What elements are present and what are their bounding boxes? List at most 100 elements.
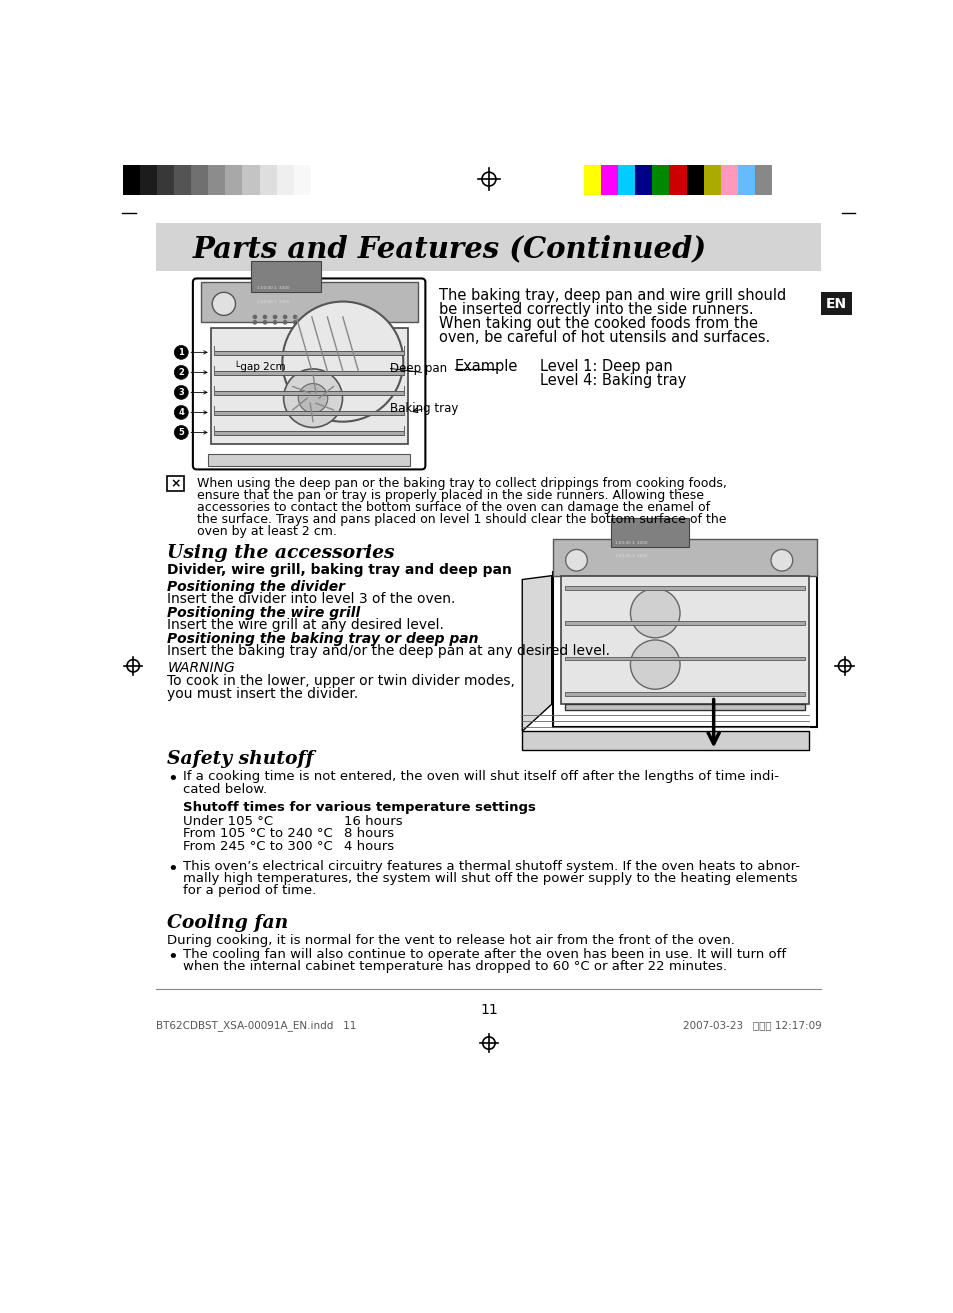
Bar [564, 692, 804, 696]
Bar [140, 165, 157, 194]
Bar [669, 165, 686, 194]
Bar [251, 261, 320, 291]
Text: Divider, wire grill, baking tray and deep pan: Divider, wire grill, baking tray and dee… [167, 562, 512, 576]
Text: From 105 °C to 240 °C: From 105 °C to 240 °C [183, 827, 333, 840]
Bar [200, 282, 417, 322]
Text: To cook in the lower, upper or twin divider modes,: To cook in the lower, upper or twin divi… [167, 675, 515, 688]
Text: ensure that the pan or tray is properly placed in the side runners. Allowing the: ensure that the pan or tray is properly … [196, 488, 703, 502]
Text: If a cooking time is not entered, the oven will shut itself off after the length: If a cooking time is not entered, the ov… [183, 771, 778, 784]
Text: 4 hours: 4 hours [344, 840, 394, 852]
Bar [294, 165, 311, 194]
Text: Deep pan: Deep pan [390, 362, 447, 376]
Text: Positioning the baking tray or deep pan: Positioning the baking tray or deep pan [167, 632, 478, 646]
Text: 16 hours: 16 hours [344, 815, 402, 829]
Bar [820, 293, 851, 315]
Circle shape [174, 386, 188, 399]
Text: 1: 1 [178, 348, 184, 357]
Text: When taking out the cooked foods from the: When taking out the cooked foods from th… [439, 316, 758, 331]
Text: ×: × [171, 478, 181, 491]
Bar [276, 165, 294, 194]
Circle shape [283, 369, 342, 428]
Text: when the internal cabinet temperature has dropped to 60 °C or after 22 minutes.: when the internal cabinet temperature ha… [183, 960, 726, 973]
Circle shape [293, 315, 297, 319]
Text: WARNING: WARNING [167, 662, 234, 675]
Bar [242, 165, 259, 194]
Text: 1:00:00 1  3000: 1:00:00 1 3000 [615, 541, 647, 545]
Circle shape [253, 315, 257, 319]
Text: When using the deep pan or the baking tray to collect drippings from cooking foo: When using the deep pan or the baking tr… [196, 477, 726, 490]
Bar [213, 370, 404, 374]
Text: Shutoff times for various temperature settings: Shutoff times for various temperature se… [183, 801, 536, 814]
Circle shape [770, 549, 792, 571]
Circle shape [282, 315, 287, 319]
Bar [157, 165, 174, 194]
Bar [156, 223, 821, 270]
Text: accessories to contact the bottom surface of the oven can damage the enamel of: accessories to contact the bottom surfac… [196, 502, 709, 513]
Text: Using the accessories: Using the accessories [167, 544, 395, 562]
Bar [123, 165, 140, 194]
Bar [564, 621, 804, 625]
Polygon shape [564, 704, 804, 710]
Circle shape [262, 315, 267, 319]
Text: you must insert the divider.: you must insert the divider. [167, 687, 358, 701]
Text: EN: EN [824, 297, 846, 311]
Bar [213, 391, 404, 395]
Text: Safety shutoff: Safety shutoff [167, 751, 314, 768]
Text: oven by at least 2 cm.: oven by at least 2 cm. [196, 525, 336, 538]
Bar [192, 165, 208, 194]
Bar [720, 165, 737, 194]
Text: Parts and Features (Continued): Parts and Features (Continued) [193, 234, 706, 263]
Circle shape [174, 365, 188, 379]
Text: 5: 5 [178, 428, 184, 437]
Text: 11: 11 [479, 1003, 497, 1018]
Text: Level 4: Baking tray: Level 4: Baking tray [539, 373, 686, 389]
Bar [583, 165, 600, 194]
Bar [174, 165, 192, 194]
Text: This oven’s electrical circuitry features a thermal shutoff system. If the oven : This oven’s electrical circuitry feature… [183, 860, 799, 873]
Bar [225, 165, 242, 194]
Bar [754, 165, 771, 194]
Bar [703, 165, 720, 194]
Text: cated below.: cated below. [183, 783, 267, 796]
Text: During cooking, it is normal for the vent to release hot air from the front of t: During cooking, it is normal for the ven… [167, 934, 735, 947]
Text: Insert the divider into level 3 of the oven.: Insert the divider into level 3 of the o… [167, 592, 456, 605]
Circle shape [174, 406, 188, 419]
Bar [560, 575, 808, 704]
Bar [213, 431, 404, 435]
Circle shape [273, 320, 277, 324]
Circle shape [630, 639, 679, 689]
Bar [553, 538, 816, 575]
Text: •: • [167, 948, 178, 965]
Bar [635, 165, 652, 194]
Text: BT62CDBST_XSA-00091A_EN.indd   11: BT62CDBST_XSA-00091A_EN.indd 11 [156, 1020, 356, 1031]
Polygon shape [521, 731, 808, 751]
Text: the surface. Trays and pans placed on level 1 should clear the bottom surface of: the surface. Trays and pans placed on le… [196, 513, 725, 527]
Bar [686, 165, 703, 194]
Text: └gap 2cm: └gap 2cm [233, 361, 285, 372]
Circle shape [282, 302, 403, 421]
Bar [208, 454, 410, 466]
Circle shape [174, 345, 188, 360]
Text: 2007-03-23   온오후 12:17:09: 2007-03-23 온오후 12:17:09 [682, 1020, 821, 1029]
Text: mally high temperatures, the system will shut off the power supply to the heatin: mally high temperatures, the system will… [183, 872, 797, 885]
Text: Insert the wire grill at any desired level.: Insert the wire grill at any desired lev… [167, 618, 444, 632]
Text: Baking tray: Baking tray [390, 402, 458, 415]
Circle shape [262, 320, 267, 324]
Text: •: • [167, 771, 178, 789]
Text: Under 105 °C: Under 105 °C [183, 815, 273, 829]
Text: •: • [167, 860, 178, 878]
Circle shape [174, 425, 188, 440]
Text: 4: 4 [178, 408, 184, 418]
Text: 3: 3 [178, 387, 184, 397]
Bar [208, 165, 225, 194]
Text: Positioning the wire grill: Positioning the wire grill [167, 605, 360, 620]
Bar [652, 165, 669, 194]
Bar [600, 165, 618, 194]
Text: 8 hours: 8 hours [344, 827, 394, 840]
Text: The baking tray, deep pan and wire grill should: The baking tray, deep pan and wire grill… [439, 289, 786, 303]
Text: oven, be careful of hot utensils and surfaces.: oven, be careful of hot utensils and sur… [439, 330, 770, 345]
Text: Example: Example [455, 360, 517, 374]
Text: Insert the baking tray and/or the deep pan at any desired level.: Insert the baking tray and/or the deep p… [167, 645, 610, 658]
Text: 1:00:00 1  3000: 1:00:00 1 3000 [615, 554, 647, 558]
Bar [167, 475, 184, 491]
